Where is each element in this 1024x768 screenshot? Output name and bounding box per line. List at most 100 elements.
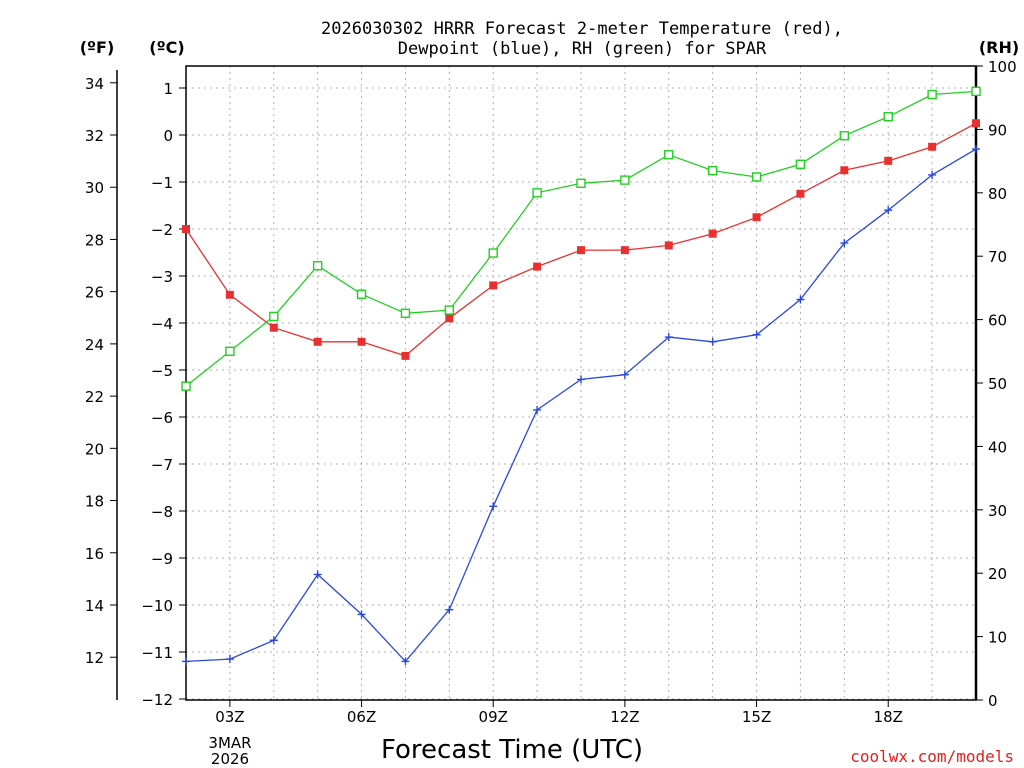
rh-tick-label: 10 bbox=[988, 629, 1007, 647]
rh-data-point bbox=[488, 248, 498, 258]
rh-data-point bbox=[181, 381, 191, 391]
dewpoint-data-point bbox=[225, 655, 234, 664]
dewpoint-data-point bbox=[708, 337, 717, 346]
fahrenheit-tick-label: 12 bbox=[85, 649, 104, 667]
dewpoint-data-point bbox=[269, 636, 278, 645]
dewpoint-data-point bbox=[445, 605, 454, 614]
dewpoint-data-point bbox=[972, 145, 980, 154]
dewpoint-data-point bbox=[357, 610, 366, 619]
rh-tick-label: 80 bbox=[988, 185, 1007, 203]
dewpoint-data-point bbox=[401, 657, 410, 666]
x-axis-label: Forecast Time (UTC) bbox=[381, 735, 643, 765]
x-tick-label: 15Z bbox=[742, 708, 771, 726]
celsius-tick-label: −9 bbox=[151, 550, 173, 568]
dewpoint-data-point bbox=[664, 333, 673, 342]
temperature-data-point bbox=[796, 189, 805, 198]
celsius-tick-label: −8 bbox=[151, 503, 173, 521]
temperature-data-point bbox=[752, 213, 761, 222]
rh-data-point bbox=[839, 131, 850, 141]
dewpoint-data-point bbox=[620, 370, 629, 379]
series bbox=[181, 86, 981, 666]
chart-title-line2: Dewpoint (blue), RH (green) for SPAR bbox=[398, 39, 767, 59]
date-label-day: 3MAR bbox=[208, 734, 251, 752]
temperature-data-point bbox=[884, 156, 893, 165]
rh-data-point bbox=[795, 159, 806, 169]
dewpoint-data-point bbox=[752, 330, 761, 339]
temperature-data-point bbox=[533, 262, 542, 271]
celsius-tick-label: −11 bbox=[141, 644, 173, 662]
rh-series-line bbox=[185, 90, 977, 387]
rh-tick-label: 20 bbox=[988, 565, 1007, 583]
fahrenheit-tick-label: 32 bbox=[85, 127, 104, 145]
rh-data-point bbox=[225, 346, 235, 356]
temperature-data-point bbox=[225, 290, 234, 299]
fahrenheit-tick-label: 28 bbox=[85, 231, 104, 249]
x-tick-label: 18Z bbox=[874, 708, 903, 726]
temperature-data-point bbox=[357, 337, 366, 346]
rh-data-point bbox=[620, 175, 630, 185]
celsius-tick-label: −1 bbox=[151, 174, 173, 192]
temperature-data-point bbox=[313, 337, 322, 346]
celsius-tick-label: −12 bbox=[141, 691, 173, 709]
credit-link[interactable]: coolwx.com/models bbox=[850, 747, 1014, 766]
dewpoint-data-point bbox=[182, 657, 190, 666]
rh-tick-label: 60 bbox=[988, 312, 1007, 330]
celsius-tick-label: 0 bbox=[163, 127, 173, 145]
celsius-tick-label: −5 bbox=[151, 362, 173, 380]
dewpoint-data-point bbox=[796, 295, 805, 304]
grid bbox=[186, 66, 976, 700]
rh-tick-label: 30 bbox=[988, 502, 1007, 520]
fahrenheit-tick-label: 30 bbox=[85, 179, 104, 197]
rh-data-point bbox=[312, 261, 323, 271]
date-label-year: 2026 bbox=[211, 750, 249, 768]
rh-data-point bbox=[971, 86, 981, 97]
celsius-tick-label: −2 bbox=[151, 221, 173, 239]
x-tick-label: 12Z bbox=[610, 708, 639, 726]
celsius-tick-label: 1 bbox=[163, 80, 173, 98]
rh-data-point bbox=[444, 305, 455, 315]
temperature-data-point bbox=[445, 314, 454, 323]
temperature-data-point bbox=[972, 119, 980, 128]
fahrenheit-tick-label: 20 bbox=[85, 440, 104, 458]
temperature-series-line bbox=[185, 122, 977, 357]
rh-tick-label: 70 bbox=[988, 248, 1007, 266]
dewpoint-series-line bbox=[185, 148, 977, 663]
rh-data-point bbox=[576, 178, 586, 188]
temperature-data-point bbox=[620, 246, 629, 255]
celsius-tick-label: −4 bbox=[151, 315, 173, 333]
celsius-tick-label: −3 bbox=[151, 268, 173, 286]
fahrenheit-tick-label: 26 bbox=[85, 284, 104, 302]
x-tick-label: 03Z bbox=[215, 708, 244, 726]
rh-tick-label: 0 bbox=[988, 692, 998, 710]
temperature-data-point bbox=[401, 351, 410, 360]
dewpoint-data-point bbox=[313, 570, 322, 579]
rh-tick-label: 40 bbox=[988, 438, 1007, 456]
temperature-data-point bbox=[182, 225, 190, 233]
fahrenheit-tick-label: 14 bbox=[85, 597, 104, 615]
temperature-data-point bbox=[577, 246, 585, 255]
rh-tick-label: 90 bbox=[988, 121, 1007, 139]
dewpoint-data-point bbox=[840, 239, 849, 248]
rh-data-point bbox=[927, 89, 937, 100]
x-tick-label: 09Z bbox=[479, 708, 508, 726]
rh-unit-label: (RH) bbox=[979, 38, 1019, 57]
rh-tick-label: 100 bbox=[988, 58, 1017, 76]
dewpoint-data-point bbox=[884, 206, 893, 215]
fahrenheit-tick-label: 18 bbox=[85, 493, 104, 511]
x-tick-label: 06Z bbox=[347, 708, 376, 726]
celsius-tick-label: −6 bbox=[151, 409, 173, 427]
temperature-data-point bbox=[664, 241, 673, 250]
fahrenheit-unit-label: (ºF) bbox=[80, 38, 115, 57]
celsius-unit-label: (ºC) bbox=[149, 38, 184, 57]
tick-labels: 121416182022242628303234−12−11−10−9−8−7−… bbox=[85, 58, 1017, 726]
temperature-data-point bbox=[269, 323, 278, 332]
rh-data-point bbox=[664, 150, 674, 160]
rh-data-point bbox=[883, 112, 893, 122]
rh-data-point bbox=[269, 311, 279, 322]
rh-data-point bbox=[532, 188, 542, 198]
dewpoint-data-point bbox=[928, 170, 937, 179]
dewpoint-data-point bbox=[533, 405, 542, 414]
rh-tick-label: 50 bbox=[988, 375, 1007, 393]
fahrenheit-tick-label: 24 bbox=[85, 336, 104, 354]
